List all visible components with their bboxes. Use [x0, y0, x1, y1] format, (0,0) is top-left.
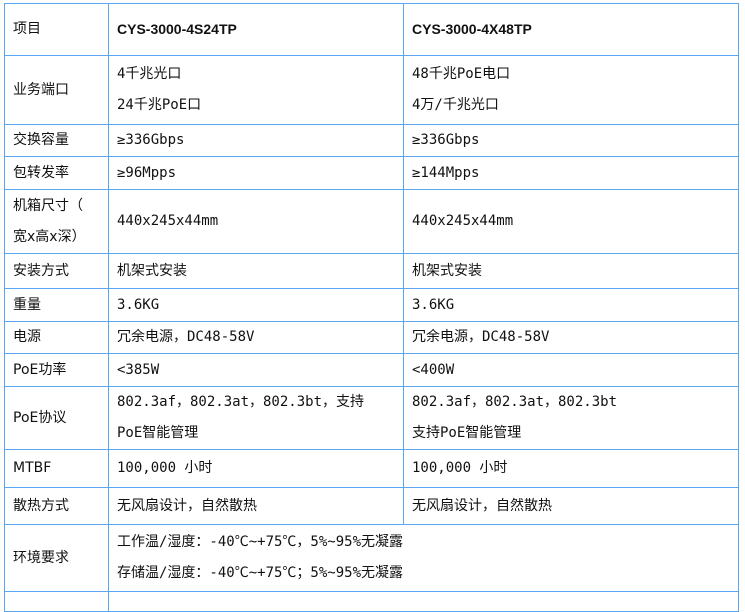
label-line: 宽x高x深） — [13, 228, 86, 245]
row-label: PoE功率 — [4, 353, 109, 387]
row-label: 重量 — [4, 288, 109, 322]
cell-line: PoE智能管理 — [117, 425, 199, 441]
header-label: 项目 — [4, 3, 109, 56]
label-line: 机箱尺寸（ — [13, 197, 83, 214]
row-label: 散热方式 — [4, 487, 109, 525]
cell-a: 802.3af，802.3at，802.3bt，支持 PoE智能管理 — [108, 386, 404, 450]
cell-line: 802.3af，802.3at，802.3bt — [412, 394, 618, 410]
table-row: PoE协议 802.3af，802.3at，802.3bt，支持 PoE智能管理 … — [4, 386, 739, 450]
cell-a: 440x245x44mm — [108, 189, 404, 254]
cell-line: 工作温/湿度：-40℃~+75℃，5%~95%无凝露 — [117, 534, 404, 550]
cell-line: 4万/千兆光口 — [412, 97, 499, 113]
row-label: 电源 — [4, 321, 109, 354]
cell-b: 机架式安装 — [403, 253, 739, 289]
cell-a: ≥336Gbps — [108, 124, 404, 157]
table-row: MTBF 100,000 小时 100,000 小时 — [4, 449, 739, 488]
table-row: 重量 3.6KG 3.6KG — [4, 288, 739, 322]
cell-b: 440x245x44mm — [403, 189, 739, 254]
row-label: 包转发率 — [4, 156, 109, 190]
cell-b: 100,000 小时 — [403, 449, 739, 488]
model-a-header: CYS-3000-4S24TP — [108, 3, 404, 56]
cell-a: 机架式安装 — [108, 253, 404, 289]
row-label: 业务端口 — [4, 55, 109, 125]
table-row: 散热方式 无风扇设计，自然散热 无风扇设计，自然散热 — [4, 487, 739, 525]
cell-b: 3.6KG — [403, 288, 739, 322]
cell-a: 100,000 小时 — [108, 449, 404, 488]
row-label: 环境要求 — [4, 524, 109, 592]
env-row: 环境要求 工作温/湿度：-40℃~+75℃，5%~95%无凝露 存储温/湿度：-4… — [4, 524, 739, 592]
cell-b: <400W — [403, 353, 739, 387]
cell-a: 冗余电源，DC48-58V — [108, 321, 404, 354]
cell-b: 无风扇设计，自然散热 — [403, 487, 739, 525]
row-label: MTBF — [4, 449, 109, 488]
cell-a: 4千兆光口 24千兆PoE口 — [108, 55, 404, 125]
table-row: 电源 冗余电源，DC48-58V 冗余电源，DC48-58V — [4, 321, 739, 354]
table-row: 安装方式 机架式安装 机架式安装 — [4, 253, 739, 289]
cell-b: 48千兆PoE电口 4万/千兆光口 — [403, 55, 739, 125]
row-label: 交换容量 — [4, 124, 109, 157]
cell-line: 48千兆PoE电口 — [412, 66, 511, 82]
cell-line: 支持PoE智能管理 — [412, 425, 522, 441]
spec-table: 项目 CYS-3000-4S24TP CYS-3000-4X48TP 业务端口 … — [4, 3, 739, 612]
header-row: 项目 CYS-3000-4S24TP CYS-3000-4X48TP — [4, 3, 739, 56]
row-label: 机箱尺寸（ 宽x高x深） — [4, 189, 109, 254]
cell — [108, 591, 739, 612]
cell-line: 4千兆光口 — [117, 66, 182, 82]
cell-line: 24千兆PoE口 — [117, 97, 202, 113]
cell-b: ≥336Gbps — [403, 124, 739, 157]
row-label: 安装方式 — [4, 253, 109, 289]
cell-a: 无风扇设计，自然散热 — [108, 487, 404, 525]
row-label: PoE协议 — [4, 386, 109, 450]
table-row: 业务端口 4千兆光口 24千兆PoE口 48千兆PoE电口 4万/千兆光口 — [4, 55, 739, 125]
row-label — [4, 591, 109, 612]
cell-a: 3.6KG — [108, 288, 404, 322]
cell-line: 存储温/湿度：-40℃~+75℃；5%~95%无凝露 — [117, 565, 404, 581]
table-row: PoE功率 <385W <400W — [4, 353, 739, 387]
table-row: 交换容量 ≥336Gbps ≥336Gbps — [4, 124, 739, 157]
env-cell: 工作温/湿度：-40℃~+75℃，5%~95%无凝露 存储温/湿度：-40℃~+7… — [108, 524, 739, 592]
table-row: 包转发率 ≥96Mpps ≥144Mpps — [4, 156, 739, 190]
model-b-header: CYS-3000-4X48TP — [403, 3, 739, 56]
cell-b: 冗余电源，DC48-58V — [403, 321, 739, 354]
cell-a: <385W — [108, 353, 404, 387]
cell-a: ≥96Mpps — [108, 156, 404, 190]
cell-b: 802.3af，802.3at，802.3bt 支持PoE智能管理 — [403, 386, 739, 450]
table-row: 机箱尺寸（ 宽x高x深） 440x245x44mm 440x245x44mm — [4, 189, 739, 254]
table-row-partial — [4, 591, 739, 612]
cell-b: ≥144Mpps — [403, 156, 739, 190]
cell-line: 802.3af，802.3at，802.3bt，支持 — [117, 394, 365, 410]
